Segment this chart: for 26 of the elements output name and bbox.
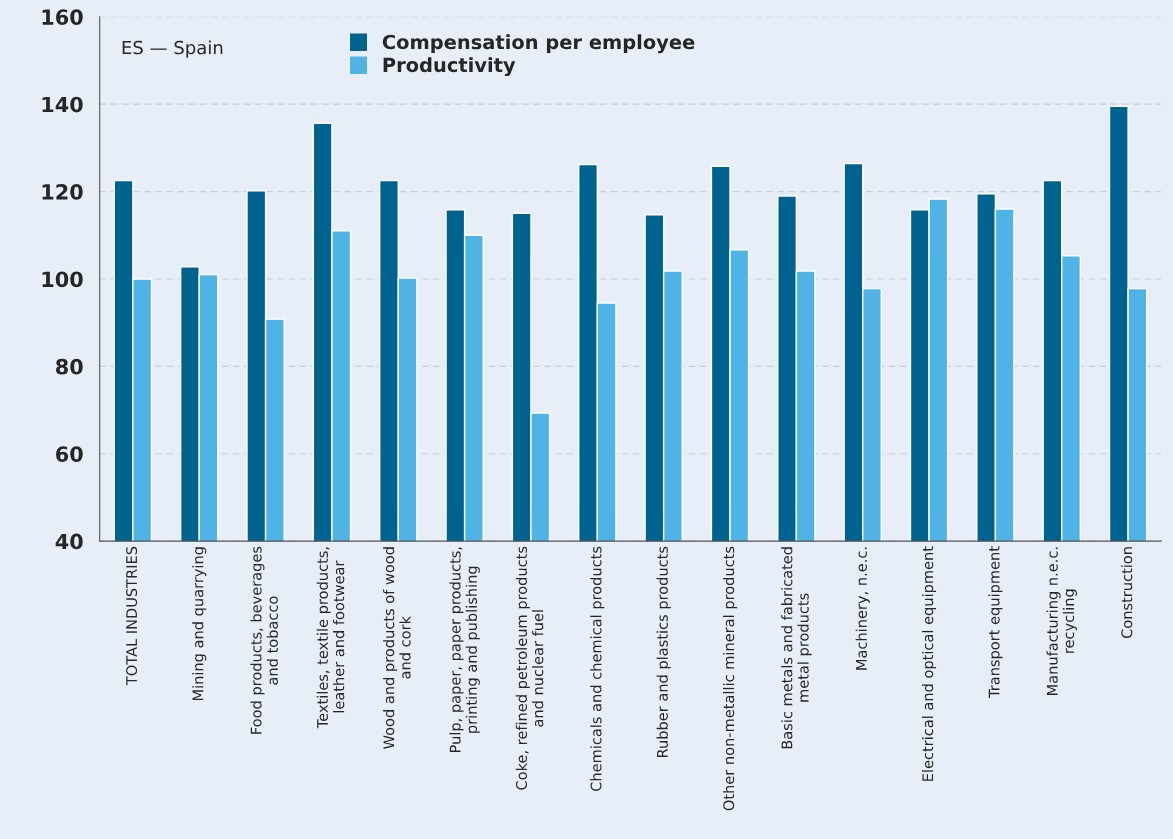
- x-tick-label: Rubber and plastics products: [656, 546, 671, 758]
- x-tick-label: Coke, refined petroleum products and nuclear fuel: [515, 546, 544, 790]
- annotation: ES — Spain: [122, 40, 223, 58]
- x-tick-label: Other non-metallic mineral products: [722, 546, 738, 811]
- x-tick-label: Machinery, n.e.c.: [855, 547, 870, 670]
- x-tick-label: Electrical and optical equipment: [922, 546, 937, 781]
- x-tick-label: TOTAL INDUSTRIES: [126, 546, 138, 686]
- x-tick-label: Construction: [1121, 547, 1133, 639]
- y-tick-label: 80: [56, 358, 83, 375]
- x-tick-label: Pulp, paper, paper products, printing and publishing: [449, 547, 480, 753]
- y-tick-label: 40: [55, 533, 83, 550]
- x-tick-label: Textiles, textile products, leather and footwear: [316, 547, 345, 729]
- x-tick-label: Mining and quarrying: [192, 547, 207, 701]
- y-tick-label: 160: [42, 9, 83, 25]
- y-tick-label: 60: [56, 446, 83, 462]
- legend-label: Productivity: [383, 57, 516, 77]
- y-tick-label: 100: [42, 271, 83, 288]
- x-tick-label: Food products, beverages and tobacco: [250, 546, 278, 734]
- x-tick-label: Manufacturing n.e.c. recycling: [1046, 547, 1077, 695]
- x-tick-label: Transport equipment: [988, 546, 1003, 699]
- x-tick-label: Basic metals and fabricated metal products: [781, 547, 812, 749]
- legend-label: Compensation per employee: [382, 34, 695, 54]
- y-tick-label: 140: [42, 96, 83, 113]
- x-tick-label: Wood and products of wood and cork: [383, 547, 411, 749]
- x-tick-label: Chemicals and chemical products: [590, 546, 605, 791]
- y-tick-label: 120: [42, 184, 83, 200]
